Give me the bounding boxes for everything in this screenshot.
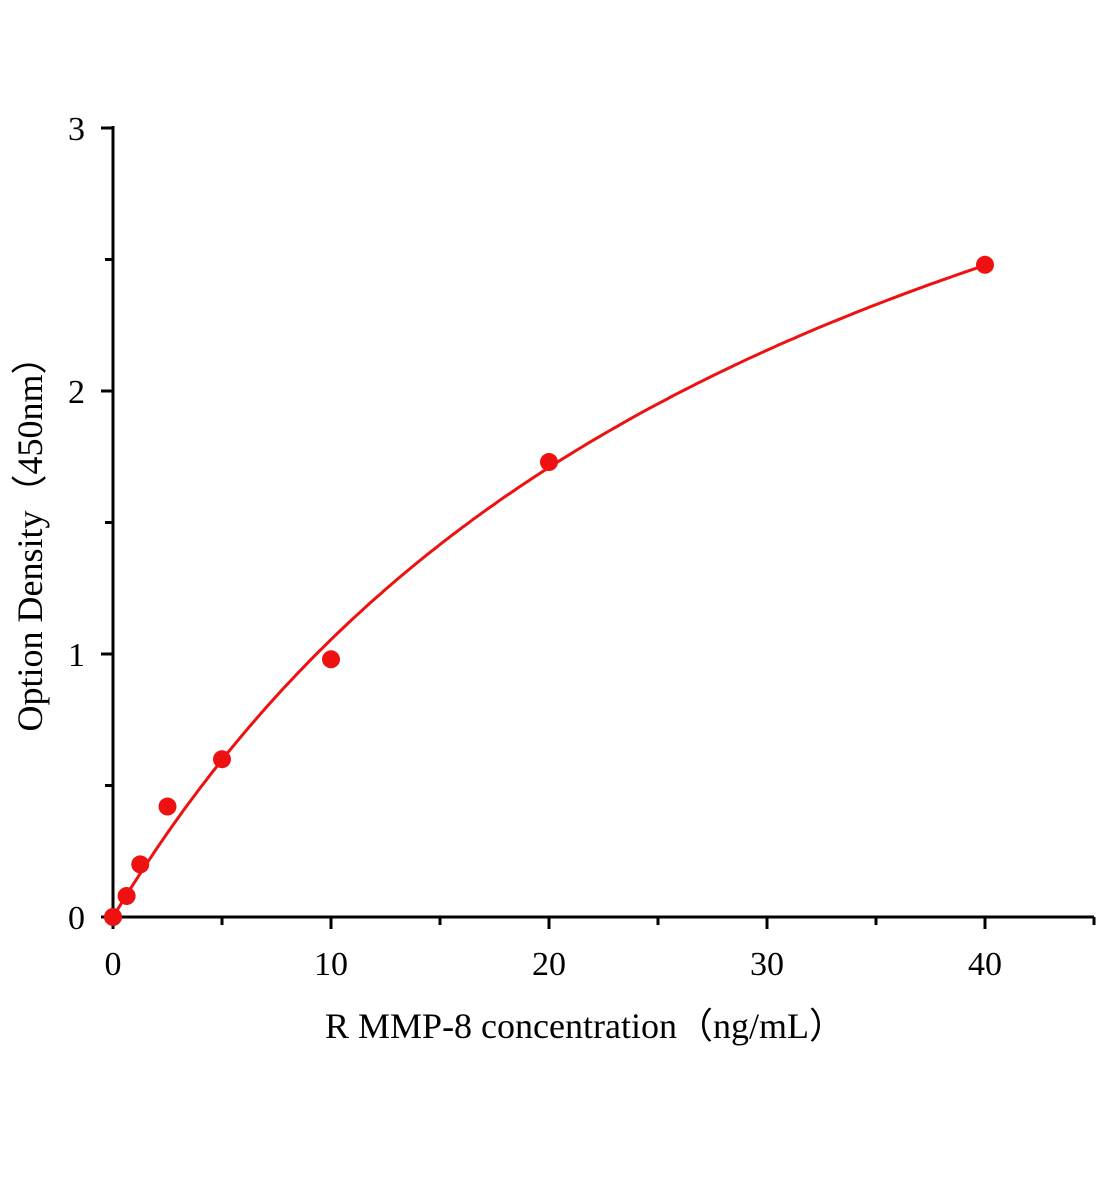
fit-curve [111,263,986,918]
data-point [131,855,150,874]
data-point [104,908,122,926]
data-point [158,797,177,816]
axes [101,126,1096,929]
y-tick-label: 1 [68,637,85,674]
y-tick-label: 3 [68,111,85,148]
data-point [213,750,231,769]
x-axis-title: R MMP-8 concentration（ng/mL） [325,1006,845,1046]
y-axis-title: Option Density（450nm） [10,339,50,732]
x-tick-label: 0 [105,946,122,983]
data-point [540,453,558,472]
x-tick-label: 40 [968,946,1002,983]
y-tick-label: 0 [68,900,85,937]
data-point [976,255,994,274]
data-point [322,650,340,669]
tick-labels: 0 10 20 30 40 0 1 2 3 [68,111,1002,983]
x-tick-label: 30 [750,946,784,983]
x-tick-label: 20 [532,946,566,983]
data-points [104,255,994,926]
data-point [117,886,136,905]
x-tick-label: 10 [314,946,348,983]
y-tick-label: 2 [68,374,85,411]
